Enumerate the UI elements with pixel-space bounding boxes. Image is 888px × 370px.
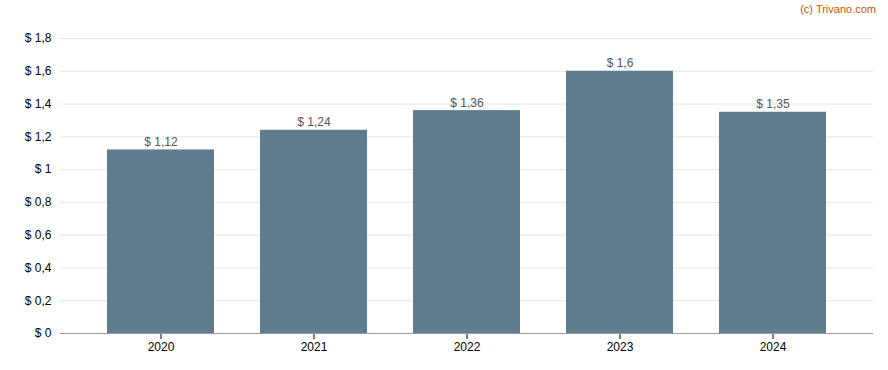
svg-text:$ 0,4: $ 0,4 <box>25 261 52 275</box>
svg-text:$ 1,8: $ 1,8 <box>25 31 52 45</box>
svg-text:2020: 2020 <box>148 340 175 354</box>
svg-text:$ 1,6: $ 1,6 <box>607 56 634 70</box>
svg-text:$ 1,6: $ 1,6 <box>25 64 52 78</box>
svg-text:2021: 2021 <box>301 340 328 354</box>
svg-text:$ 1: $ 1 <box>35 162 52 176</box>
svg-text:$ 1,12: $ 1,12 <box>144 135 178 149</box>
svg-text:$ 0,6: $ 0,6 <box>25 228 52 242</box>
svg-text:$ 1,36: $ 1,36 <box>450 96 484 110</box>
svg-text:2024: 2024 <box>760 340 787 354</box>
svg-text:$ 1,4: $ 1,4 <box>25 97 52 111</box>
svg-text:$ 0,2: $ 0,2 <box>25 294 52 308</box>
svg-text:2022: 2022 <box>454 340 481 354</box>
svg-text:$ 1,35: $ 1,35 <box>756 97 790 111</box>
html-text:(c) Trivano.com: (c) Trivano.com <box>800 3 876 15</box>
svg-text:$ 0: $ 0 <box>35 326 52 340</box>
svg-text:2023: 2023 <box>607 340 634 354</box>
svg-text:$ 0,8: $ 0,8 <box>25 195 52 209</box>
svg-text:$ 1,2: $ 1,2 <box>25 130 52 144</box>
svg-text:$ 1,24: $ 1,24 <box>297 115 331 129</box>
